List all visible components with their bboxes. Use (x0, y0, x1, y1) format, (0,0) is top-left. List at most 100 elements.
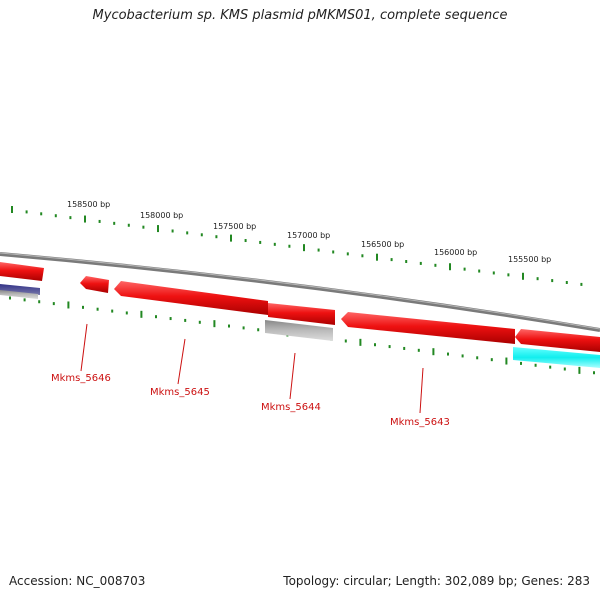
upper-minor-tick (536, 277, 539, 281)
upper-minor-tick (346, 252, 349, 256)
lower-minor-tick (534, 363, 537, 367)
gene-label-mkms-5646[interactable]: Mkms_5646 (51, 373, 111, 384)
upper-minor-tick (54, 214, 57, 218)
lower-major-tick (432, 348, 435, 356)
lower-minor-tick (9, 296, 11, 300)
upper-major-tick (84, 215, 86, 223)
gene-red-left-partial[interactable] (0, 262, 44, 281)
lower-minor-tick (476, 356, 479, 360)
upper-major-tick (230, 234, 232, 242)
upper-minor-tick (127, 223, 130, 227)
lower-minor-tick (447, 352, 449, 356)
lower-minor-tick (242, 326, 245, 330)
upper-minor-tick (25, 210, 28, 214)
lower-major-tick (578, 366, 581, 374)
upper-minor-tick (492, 271, 495, 275)
upper-minor-tick (419, 261, 422, 265)
lower-minor-tick (125, 311, 128, 315)
upper-major-tick (303, 244, 305, 252)
gene-label-mkms-5645[interactable]: Mkms_5645 (150, 387, 210, 398)
lower-minor-tick (461, 354, 464, 358)
scale-label-157500: 157500 bp (213, 222, 256, 231)
lower-minor-tick (23, 298, 26, 302)
lower-minor-tick (520, 361, 522, 365)
lower-minor-tick (549, 365, 552, 369)
upper-minor-tick (142, 225, 145, 229)
upper-minor-tick (171, 229, 174, 233)
upper-minor-tick (288, 244, 291, 248)
leader-line-mkms-5646 (80, 323, 88, 372)
lower-minor-tick (228, 324, 230, 328)
gene-arrow-mkms-5646[interactable] (80, 276, 109, 293)
scale-label-156500: 156500 bp (361, 240, 404, 249)
lower-major-tick (67, 301, 70, 309)
upper-minor-tick (244, 239, 247, 243)
upper-minor-tick (273, 242, 276, 246)
accession-text: Accession: NC_008703 (9, 574, 146, 588)
scale-label-156000: 156000 bp (434, 248, 477, 257)
map-title: Mycobacterium sp. KMS plasmid pMKMS01, c… (92, 8, 508, 23)
upper-minor-tick (565, 280, 568, 284)
lower-minor-tick (417, 348, 420, 352)
upper-minor-tick (40, 212, 43, 216)
upper-tick-row (11, 206, 583, 286)
upper-major-tick (449, 263, 451, 271)
lower-minor-tick (82, 305, 84, 309)
lower-minor-tick (198, 320, 201, 324)
lower-minor-tick (374, 343, 376, 347)
upper-minor-tick (507, 273, 510, 277)
lower-minor-tick (490, 358, 493, 362)
lower-minor-tick (184, 318, 187, 322)
upper-minor-tick (361, 254, 364, 258)
upper-major-tick (157, 225, 159, 233)
gene-label-mkms-5644[interactable]: Mkms_5644 (261, 402, 321, 413)
backbone-arc (0, 252, 600, 332)
upper-minor-tick (98, 219, 101, 223)
leader-line-mkms-5644 (289, 352, 296, 400)
feature-navy-left (0, 284, 40, 295)
lower-minor-tick (52, 302, 55, 306)
gene-label-mkms-5643[interactable]: Mkms_5643 (390, 417, 450, 428)
scale-label-157000: 157000 bp (287, 231, 330, 240)
feature-gray-mid (265, 320, 333, 341)
upper-minor-tick (113, 221, 116, 225)
upper-minor-tick (551, 279, 554, 283)
leader-line-mkms-5645 (177, 338, 186, 385)
gene-arrow-mkms-5644[interactable] (268, 303, 335, 325)
lower-minor-tick (257, 328, 260, 332)
upper-minor-tick (69, 216, 72, 220)
lower-minor-tick (111, 309, 114, 313)
backbone-arc-highlight (0, 252, 600, 330)
scale-label-158000: 158000 bp (140, 211, 183, 220)
scale-label-158500: 158500 bp (67, 200, 110, 209)
scale-label-155500: 155500 bp (508, 255, 551, 264)
upper-minor-tick (317, 248, 320, 252)
upper-minor-tick (478, 269, 481, 273)
upper-minor-tick (390, 258, 393, 262)
lower-minor-tick (388, 345, 391, 349)
lower-minor-tick (344, 339, 347, 343)
feature-cyan-right (513, 347, 600, 368)
upper-minor-tick (405, 260, 408, 264)
gene-arrow-mkms-5645[interactable] (114, 281, 268, 315)
topology-summary-text: Topology: circular; Length: 302,089 bp; … (283, 574, 590, 588)
lower-major-tick (140, 310, 143, 318)
gene-arrow-mkms-5643[interactable] (341, 312, 515, 344)
gene-arrow-right-partial[interactable] (515, 329, 600, 352)
lower-minor-tick (403, 346, 406, 350)
upper-minor-tick (332, 250, 335, 254)
upper-major-tick (376, 253, 378, 261)
lower-minor-tick (169, 317, 172, 321)
upper-minor-tick (259, 240, 262, 244)
upper-minor-tick (434, 263, 437, 267)
lower-major-tick (505, 357, 508, 365)
upper-minor-tick (186, 231, 189, 235)
feature-gray-left (0, 290, 38, 299)
upper-major-tick (11, 206, 13, 213)
leader-line-mkms-5643 (419, 367, 424, 414)
lower-minor-tick (563, 367, 566, 371)
lower-minor-tick (155, 315, 157, 319)
upper-minor-tick (580, 282, 583, 286)
upper-minor-tick (463, 267, 466, 271)
lower-minor-tick (38, 300, 41, 304)
